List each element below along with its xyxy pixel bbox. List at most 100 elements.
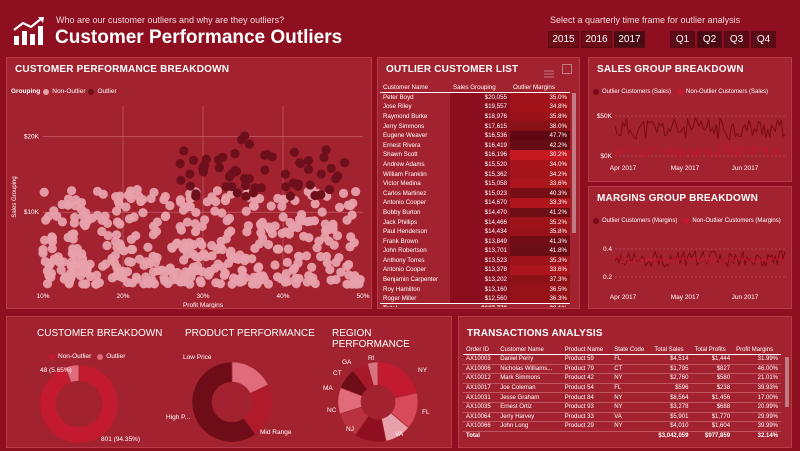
filter-icon[interactable] — [544, 65, 554, 78]
undefined-slice[interactable] — [367, 361, 379, 386]
outlier-point[interactable] — [333, 171, 343, 181]
outlier-point[interactable] — [293, 181, 303, 191]
table-row[interactable]: John Robertson $13,701 41.8% — [380, 246, 570, 256]
table-row[interactable]: Peter Boyd $20,055 35.0% — [380, 92, 570, 103]
outlier-point[interactable] — [244, 173, 254, 184]
outlier-point[interactable] — [218, 152, 228, 162]
outlier-point[interactable] — [240, 180, 250, 191]
outlier-point[interactable] — [199, 162, 209, 173]
outlier-point[interactable] — [267, 152, 277, 162]
outlier-point[interactable] — [175, 158, 185, 169]
outlier-point[interactable] — [285, 191, 296, 201]
outlier-point[interactable] — [185, 169, 195, 179]
outlier-point[interactable] — [280, 169, 290, 179]
outlier-point[interactable] — [232, 188, 242, 198]
table-row[interactable]: Shawn Scott $16,196 30.2% — [380, 150, 570, 160]
column-header[interactable]: Customer Name — [380, 83, 450, 93]
expand-icon[interactable] — [562, 64, 572, 74]
outlier-point[interactable] — [201, 154, 211, 164]
table-scrollbar[interactable] — [785, 357, 789, 407]
table-row[interactable]: Roger Miller $12,560 36.3% — [380, 293, 570, 304]
table-row[interactable]: Antonio Cooper $14,670 33.3% — [380, 198, 570, 208]
table-row[interactable]: Roy Hamilton $13,160 36.5% — [380, 284, 570, 294]
table-row[interactable]: Benjamin Carpenter $13,202 37.3% — [380, 274, 570, 285]
sales-line-chart[interactable]: $50K $0K Apr 2017 May 2017 Jun 2017 — [589, 100, 791, 180]
table-row[interactable]: AX10031 Jesse Graham Product 84 NY $8,564 $1,… — [463, 392, 781, 403]
table-row[interactable]: Anthony Torres $13,523 35.3% — [380, 255, 570, 266]
table-row[interactable]: AX10006 Nicholas Williams... Product 79 CT $… — [463, 364, 781, 375]
table-row[interactable]: AX10035 Ernest Ortiz Product 93 NY $3,278 $68… — [463, 402, 781, 413]
outlier-point[interactable] — [179, 146, 189, 156]
outlier-point[interactable] — [221, 182, 231, 192]
quarter-button-q3[interactable]: Q3 — [724, 31, 749, 48]
outlier-point[interactable] — [241, 191, 251, 202]
outlier-point[interactable] — [303, 164, 314, 174]
table-row[interactable]: Victor Medina $15,058 33.6% — [380, 178, 570, 189]
table-row[interactable]: AX10066 John Long Product 29 NY $4,010 $1,604… — [463, 421, 781, 432]
outlier-point[interactable] — [295, 158, 305, 168]
non-outlier-series-line[interactable] — [614, 143, 786, 160]
transactions-panel[interactable]: TRANSACTIONS ANALYSIS Order ID Customer … — [458, 316, 792, 448]
outlier-point[interactable] — [248, 188, 258, 198]
column-header[interactable]: Order ID — [463, 346, 498, 355]
table-row[interactable]: AX10017 Joe Coleman Product 54 FL $596 $238 39… — [463, 383, 781, 394]
outlier-point[interactable] — [176, 175, 186, 185]
table-row[interactable]: Bobby Burton $14,470 41.2% — [380, 207, 570, 218]
outlier-point[interactable] — [289, 147, 300, 157]
outlier-point[interactable] — [260, 165, 270, 175]
table-row[interactable]: Jose Riley $19,557 34.8% — [380, 102, 570, 112]
outlier-point[interactable] — [321, 145, 331, 155]
outlier-point[interactable] — [185, 181, 195, 191]
column-header[interactable]: State Code — [611, 346, 652, 355]
outlier-series-line[interactable] — [614, 116, 786, 141]
outlier-point[interactable] — [319, 152, 329, 163]
quarter-button-q1[interactable]: Q1 — [670, 31, 695, 48]
column-header[interactable]: Product Name — [561, 346, 612, 355]
outlier-point[interactable] — [191, 189, 201, 199]
table-row[interactable]: AX10012 Mark Simmons Product 42 NY $2,760 $58… — [463, 373, 781, 384]
outlier-point[interactable] — [340, 158, 350, 168]
outlier-point[interactable] — [214, 163, 224, 173]
column-header[interactable]: Profit Margins — [733, 346, 781, 355]
table-row[interactable]: Eugene Weaver $16,536 47.7% — [380, 130, 570, 141]
outlier-point[interactable] — [303, 155, 314, 166]
scatter-chart[interactable]: 10% 20% 30% 40% 50% $10K $20K Profit Margins Sal… — [7, 98, 371, 308]
outlier-point[interactable] — [310, 190, 320, 201]
outlier-point[interactable] — [324, 184, 335, 195]
donut-panel[interactable]: CUSTOMER BREAKDOWN PRODUCT PERFORMANCE R… — [6, 316, 452, 448]
column-header[interactable]: Customer Name — [497, 346, 562, 355]
margins-line-chart[interactable]: 0.4 0.2 Apr 2017 May 2017 Jun 2017 — [589, 229, 791, 307]
outlier-point[interactable] — [305, 180, 315, 190]
year-button-2017[interactable]: 2017 — [614, 31, 645, 48]
table-row[interactable]: William Franklin $15,362 34.2% — [380, 169, 570, 179]
undefined-slice[interactable] — [377, 361, 418, 399]
outlier-point[interactable] — [236, 135, 246, 145]
performance-breakdown-panel[interactable]: CUSTOMER PERFORMANCE BREAKDOWN Grouping … — [6, 57, 372, 309]
column-header[interactable]: Outlier Margins — [510, 83, 570, 93]
outlier-point[interactable] — [188, 155, 199, 165]
sales-group-panel[interactable]: SALES GROUP BREAKDOWN Outlier Customers … — [588, 57, 792, 182]
table-row[interactable]: Frank Brown $13,849 41.3% — [380, 236, 570, 246]
table-row[interactable]: Paul Henderson $14,434 35.8% — [380, 226, 570, 237]
outlier-point[interactable] — [316, 169, 326, 179]
outlier-point[interactable] — [224, 172, 234, 182]
table-row[interactable]: Jerry Simmons $17,615 38.0% — [380, 121, 570, 131]
table-row[interactable]: Jack Phillips $14,466 35.2% — [380, 217, 570, 227]
table-row[interactable]: Carlos Martinez $15,023 40.3% — [380, 188, 570, 199]
table-scrollbar[interactable] — [572, 93, 576, 233]
table-row[interactable]: Raymond Burke $18,976 35.8% — [380, 111, 570, 122]
column-header[interactable]: Total Profits — [691, 346, 734, 355]
quarter-button-q2[interactable]: Q2 — [697, 31, 722, 48]
outlier-point[interactable] — [230, 149, 240, 159]
table-row[interactable]: AX10064 Jerry Harvey Product 33 VA $5,901 $1,… — [463, 412, 781, 423]
non-outlier-series-line[interactable] — [614, 255, 786, 265]
year-button-2015[interactable]: 2015 — [548, 31, 579, 48]
outlier-list-panel[interactable]: OUTLIER CUSTOMER LIST Customer Name Sale… — [377, 57, 580, 309]
table-row[interactable]: Ernest Rivera $16,419 42.2% — [380, 140, 570, 151]
table-row[interactable]: Antonio Cooper $13,378 33.6% — [380, 265, 570, 275]
outlier-point[interactable] — [260, 150, 270, 161]
table-row[interactable]: Andrew Adams $15,520 34.0% — [380, 159, 570, 170]
donut-charts[interactable]: 48 (5.65%) 801 (94.35%) Low Price High P...… — [7, 317, 451, 447]
year-button-2016[interactable]: 2016 — [581, 31, 612, 48]
margins-group-panel[interactable]: MARGINS GROUP BREAKDOWN Outlier Customer… — [588, 186, 792, 309]
